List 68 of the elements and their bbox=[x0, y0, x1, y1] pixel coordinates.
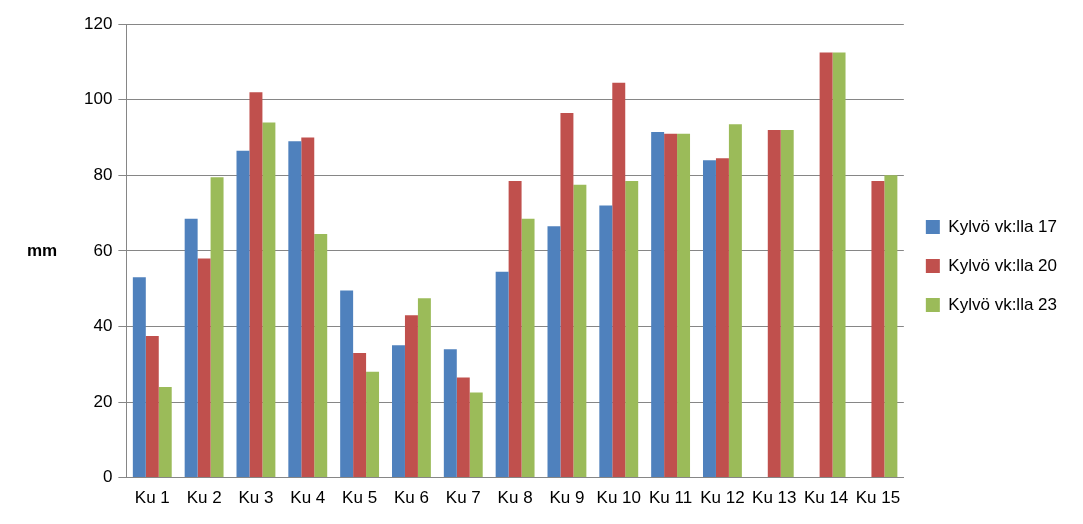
y-tick-label: 120 bbox=[83, 13, 113, 33]
y-tick-label: 40 bbox=[93, 316, 113, 336]
x-tick-label: Ku 11 bbox=[649, 488, 693, 508]
bar bbox=[573, 184, 587, 478]
bar bbox=[158, 386, 172, 478]
x-tick-label: Ku 5 bbox=[342, 488, 378, 508]
bar bbox=[145, 335, 159, 478]
bar bbox=[832, 52, 846, 478]
legend-label: Kylvö vk:lla 17 bbox=[948, 216, 1058, 236]
x-tick-label: Ku 7 bbox=[445, 488, 481, 508]
y-axis-title: mm bbox=[26, 240, 58, 260]
x-tick-label: Ku 10 bbox=[596, 488, 641, 508]
x-tick-label: Ku 3 bbox=[238, 488, 274, 508]
bar bbox=[236, 150, 250, 478]
bar bbox=[780, 129, 794, 478]
y-tick-label: 100 bbox=[83, 89, 113, 109]
bar bbox=[625, 181, 639, 478]
bar bbox=[314, 233, 328, 478]
x-tick-label: Ku 1 bbox=[134, 488, 170, 508]
bar bbox=[456, 377, 470, 478]
x-tick-label: Ku 13 bbox=[752, 488, 797, 508]
bar bbox=[184, 218, 198, 478]
bar bbox=[560, 112, 574, 478]
bar bbox=[884, 175, 898, 478]
bar bbox=[262, 122, 276, 478]
bar bbox=[599, 205, 613, 478]
bar bbox=[301, 137, 315, 478]
bar bbox=[728, 124, 742, 478]
bar bbox=[392, 345, 405, 478]
bar bbox=[197, 258, 211, 478]
bar bbox=[132, 277, 146, 478]
bar bbox=[340, 290, 354, 478]
bar bbox=[366, 371, 380, 478]
bar bbox=[702, 160, 716, 478]
x-tick-label: Ku 2 bbox=[186, 488, 222, 508]
bar bbox=[819, 52, 833, 478]
x-tick-label: Ku 8 bbox=[497, 488, 533, 508]
bar bbox=[612, 82, 626, 478]
bar bbox=[443, 349, 457, 478]
bar bbox=[353, 352, 367, 478]
bar bbox=[651, 131, 665, 478]
y-tick-label: 80 bbox=[93, 165, 113, 185]
x-tick-label: Ku 6 bbox=[393, 488, 429, 508]
x-tick-label: Ku 9 bbox=[549, 488, 585, 508]
y-tick-label: 20 bbox=[93, 391, 113, 411]
bar bbox=[249, 92, 263, 478]
bar bbox=[469, 392, 483, 478]
legend-label: Kylvö vk:lla 23 bbox=[948, 294, 1058, 314]
bar bbox=[547, 226, 561, 478]
bar bbox=[210, 177, 224, 478]
bar bbox=[767, 129, 781, 478]
y-tick-label: 60 bbox=[93, 240, 113, 260]
x-tick-label: Ku 4 bbox=[290, 488, 326, 508]
bar bbox=[404, 315, 418, 478]
bar bbox=[664, 133, 678, 478]
bar bbox=[715, 158, 729, 478]
x-tick-label: Ku 12 bbox=[700, 488, 745, 508]
x-tick-label: Ku 14 bbox=[803, 488, 849, 508]
bar bbox=[495, 271, 509, 478]
bar bbox=[417, 298, 431, 478]
legend-label: Kylvö vk:lla 20 bbox=[948, 255, 1058, 275]
bar bbox=[508, 181, 522, 478]
bar bbox=[288, 141, 302, 478]
x-tick-label: Ku 15 bbox=[855, 488, 901, 508]
bar bbox=[871, 181, 885, 478]
y-tick-label: 0 bbox=[102, 467, 113, 487]
bar bbox=[521, 218, 535, 478]
bar bbox=[677, 133, 691, 478]
